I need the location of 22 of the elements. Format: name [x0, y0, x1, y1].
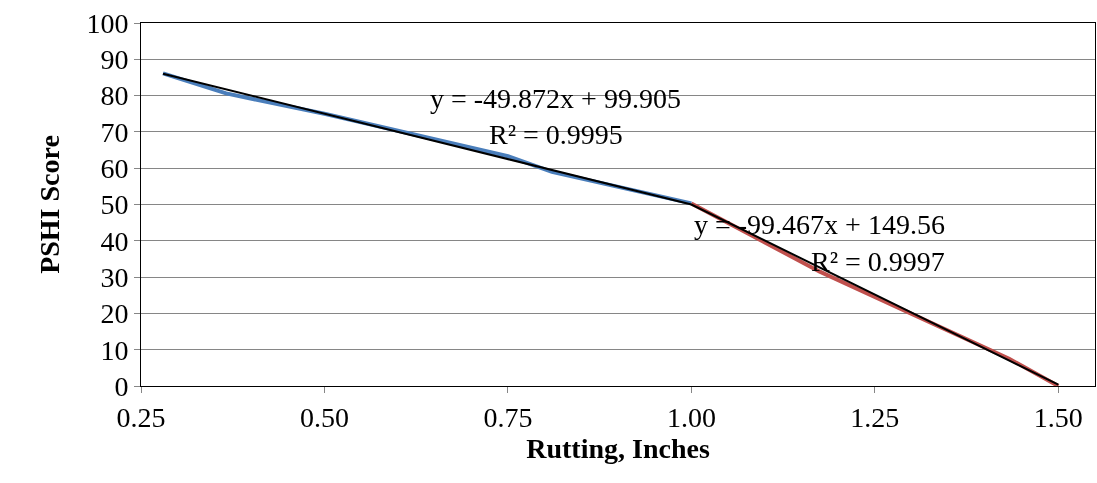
- y-tick-label: 90: [100, 44, 129, 76]
- y-tick-label: 80: [100, 80, 129, 112]
- y-tick-label: 0: [114, 370, 129, 402]
- y-tick-label: 70: [100, 116, 129, 148]
- x-tick-label: 1.25: [850, 401, 900, 433]
- y-axis-title: PSHI Score: [34, 135, 66, 274]
- x-tick-label: 0.50: [299, 401, 349, 433]
- y-tick-label: 50: [100, 189, 129, 221]
- x-tick-label: 0.75: [483, 401, 533, 433]
- y-tick-label: 100: [86, 7, 129, 39]
- x-tick-label: 1.00: [666, 401, 716, 433]
- annotation: R² = 0.9995: [489, 119, 623, 150]
- y-tick-label: 60: [100, 153, 129, 184]
- annotation: R² = 0.9997: [811, 246, 945, 277]
- x-tick-label: 0.25: [116, 401, 166, 433]
- y-tick-label: 10: [100, 334, 129, 366]
- x-tick-label: 1.50: [1033, 401, 1083, 433]
- y-tick-label: 20: [100, 298, 129, 330]
- y-tick-label: 30: [100, 261, 129, 293]
- x-axis-title: Rutting, Inches: [526, 432, 710, 464]
- y-tick-label: 40: [100, 225, 129, 257]
- annotation: y = -49.872x + 99.905: [430, 83, 681, 114]
